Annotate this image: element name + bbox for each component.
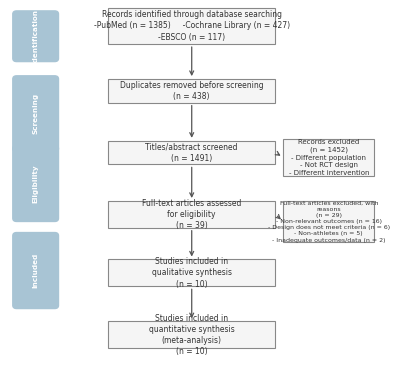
FancyBboxPatch shape [108,8,275,44]
Text: Screening: Screening [32,93,38,134]
FancyBboxPatch shape [108,201,275,228]
Text: Duplicates removed before screening
(n = 438): Duplicates removed before screening (n =… [120,81,263,101]
Text: Studies included in
qualitative synthesis
(n = 10): Studies included in qualitative synthesi… [152,257,232,288]
Text: Included: Included [32,253,38,288]
Text: Full-text articles assessed
for eligibility
(n = 39): Full-text articles assessed for eligibil… [142,199,241,230]
FancyBboxPatch shape [108,79,275,103]
Text: Records identified through database searching
-PubMed (n = 1385)     -Cochrane L: Records identified through database sear… [94,10,290,42]
Text: Eligibility: Eligibility [32,164,38,203]
FancyBboxPatch shape [108,321,275,348]
Text: Records excluded
(n = 1452)
- Different population
- Not RCT design
- Different : Records excluded (n = 1452) - Different … [288,139,369,176]
FancyBboxPatch shape [108,141,275,164]
FancyBboxPatch shape [283,139,375,175]
FancyBboxPatch shape [283,201,375,242]
FancyBboxPatch shape [13,76,59,152]
Text: Full-text articles excluded, with
reasons
(n = 29)
- Non-relevant outcomes (n = : Full-text articles excluded, with reason… [268,200,390,243]
FancyBboxPatch shape [108,259,275,287]
FancyBboxPatch shape [13,232,59,308]
Text: Titles/abstract screened
(n = 1491): Titles/abstract screened (n = 1491) [146,143,238,163]
FancyBboxPatch shape [13,11,59,62]
FancyBboxPatch shape [13,146,59,222]
Text: Identification: Identification [32,9,38,64]
Text: Studies included in
quantitative synthesis
(meta-analysis)
(n = 10): Studies included in quantitative synthes… [149,313,235,356]
